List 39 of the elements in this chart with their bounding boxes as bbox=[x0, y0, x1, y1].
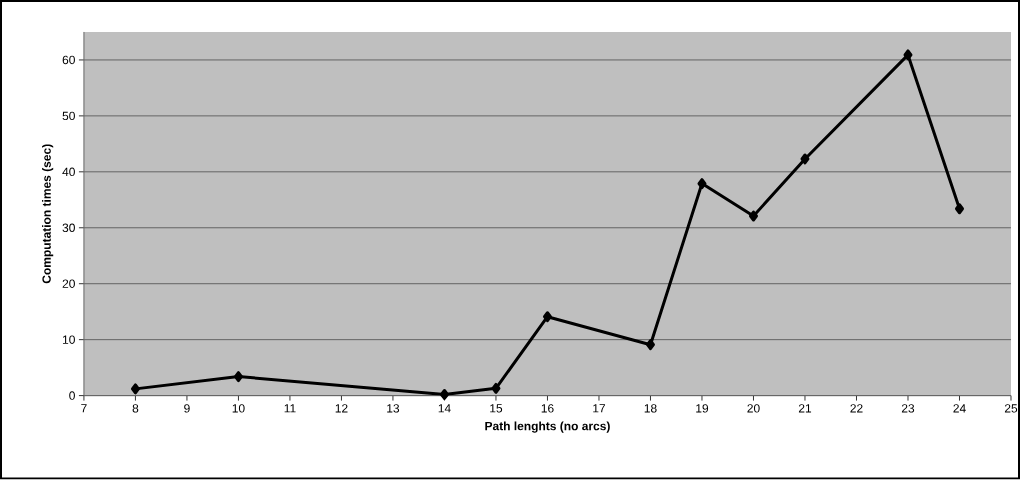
y-tick-label: 20 bbox=[62, 279, 75, 289]
x-tick-label: 22 bbox=[850, 404, 863, 413]
y-tick-label: 30 bbox=[62, 223, 75, 233]
point bbox=[645, 339, 655, 351]
x-tick-label: 8 bbox=[132, 404, 139, 413]
y-tick-label: 0 bbox=[69, 391, 75, 401]
point bbox=[800, 153, 810, 165]
y-tick-label: 40 bbox=[62, 167, 75, 177]
x-tick-label: 15 bbox=[490, 404, 503, 413]
x-axis-title: Path lenghts (no arcs) bbox=[485, 421, 610, 433]
x-tick-label: 12 bbox=[335, 404, 348, 413]
x-tick-label: 21 bbox=[798, 404, 812, 413]
y-tick-label: 10 bbox=[62, 335, 75, 345]
point bbox=[130, 383, 140, 395]
x-tick-label: 17 bbox=[593, 404, 606, 413]
x-tick-label: 7 bbox=[81, 404, 87, 413]
x-tick-label: 16 bbox=[541, 404, 554, 413]
point bbox=[542, 311, 552, 323]
point bbox=[903, 49, 913, 61]
point bbox=[955, 203, 964, 215]
point bbox=[491, 383, 501, 395]
point bbox=[439, 389, 449, 401]
x-tick-label: 13 bbox=[387, 404, 400, 413]
y-tick-label: 50 bbox=[62, 111, 75, 121]
y-axis-title: Computation times (sec) bbox=[42, 144, 54, 284]
x-tick-label: 9 bbox=[184, 404, 190, 413]
x-tick-label: 11 bbox=[284, 404, 296, 413]
x-tick-label: 24 bbox=[953, 404, 966, 413]
point bbox=[697, 178, 707, 190]
x-tick-label: 20 bbox=[747, 404, 760, 413]
x-tick-label: 18 bbox=[644, 404, 657, 413]
x-tick-label: 23 bbox=[901, 404, 915, 413]
x-tick-label: 25 bbox=[1004, 404, 1018, 413]
y-tick-label: 60 bbox=[62, 55, 75, 65]
point bbox=[748, 210, 758, 222]
point bbox=[233, 371, 243, 383]
x-tick-label: 19 bbox=[696, 404, 709, 413]
x-tick-label: 10 bbox=[232, 404, 245, 413]
x-tick-label: 14 bbox=[438, 404, 451, 413]
